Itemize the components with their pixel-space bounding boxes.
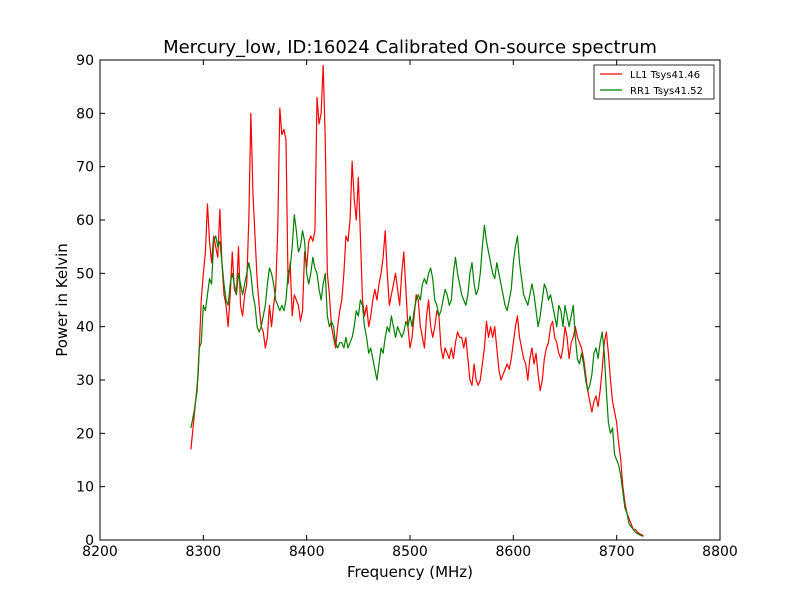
plot-area: 8200 8300 8400 8500 8600 8700 8800 0 10 20 30 40 50 6… — [76, 53, 738, 560]
y-tick-label: 40 — [76, 320, 94, 336]
y-tick-label: 0 — [85, 533, 94, 549]
x-tick-label: 8700 — [599, 544, 635, 560]
y-tick-label: 90 — [76, 53, 94, 69]
x-axis-label: Frequency (MHz) — [347, 563, 473, 581]
y-tick-label: 10 — [76, 480, 94, 496]
chart-title: Mercury_low, ID:16024 Calibrated On-sour… — [163, 37, 657, 58]
y-tick-label: 20 — [76, 426, 94, 442]
legend-label-series-1: LL1 Tsys41.46 — [630, 70, 700, 81]
series-line-2 — [190, 214, 644, 537]
x-tick-label: 8800 — [702, 544, 738, 560]
y-tick-label: 60 — [76, 213, 94, 229]
y-tick-label: 80 — [76, 106, 94, 122]
ticks-layer: 8200 8300 8400 8500 8600 8700 8800 0 10 20 30 40 50 6… — [76, 53, 738, 560]
legend-box — [593, 64, 715, 100]
y-axis-label: Power in Kelvin — [53, 243, 71, 357]
legend-label-series-2: RR1 Tsys41.52 — [630, 86, 703, 97]
x-tick-label: 8600 — [496, 544, 532, 560]
series-layer — [190, 64, 644, 537]
y-tick-label: 70 — [76, 160, 94, 176]
y-tick-label: 30 — [76, 373, 94, 389]
x-tick-label: 8300 — [186, 544, 222, 560]
y-tick-label: 50 — [76, 266, 94, 282]
x-tick-label: 8500 — [392, 544, 428, 560]
x-tick-label: 8200 — [82, 544, 118, 560]
plot-background — [100, 60, 720, 540]
series-line-1 — [190, 64, 644, 537]
legend: LL1 Tsys41.46 RR1 Tsys41.52 — [593, 64, 715, 100]
x-tick-label: 8400 — [289, 544, 325, 560]
